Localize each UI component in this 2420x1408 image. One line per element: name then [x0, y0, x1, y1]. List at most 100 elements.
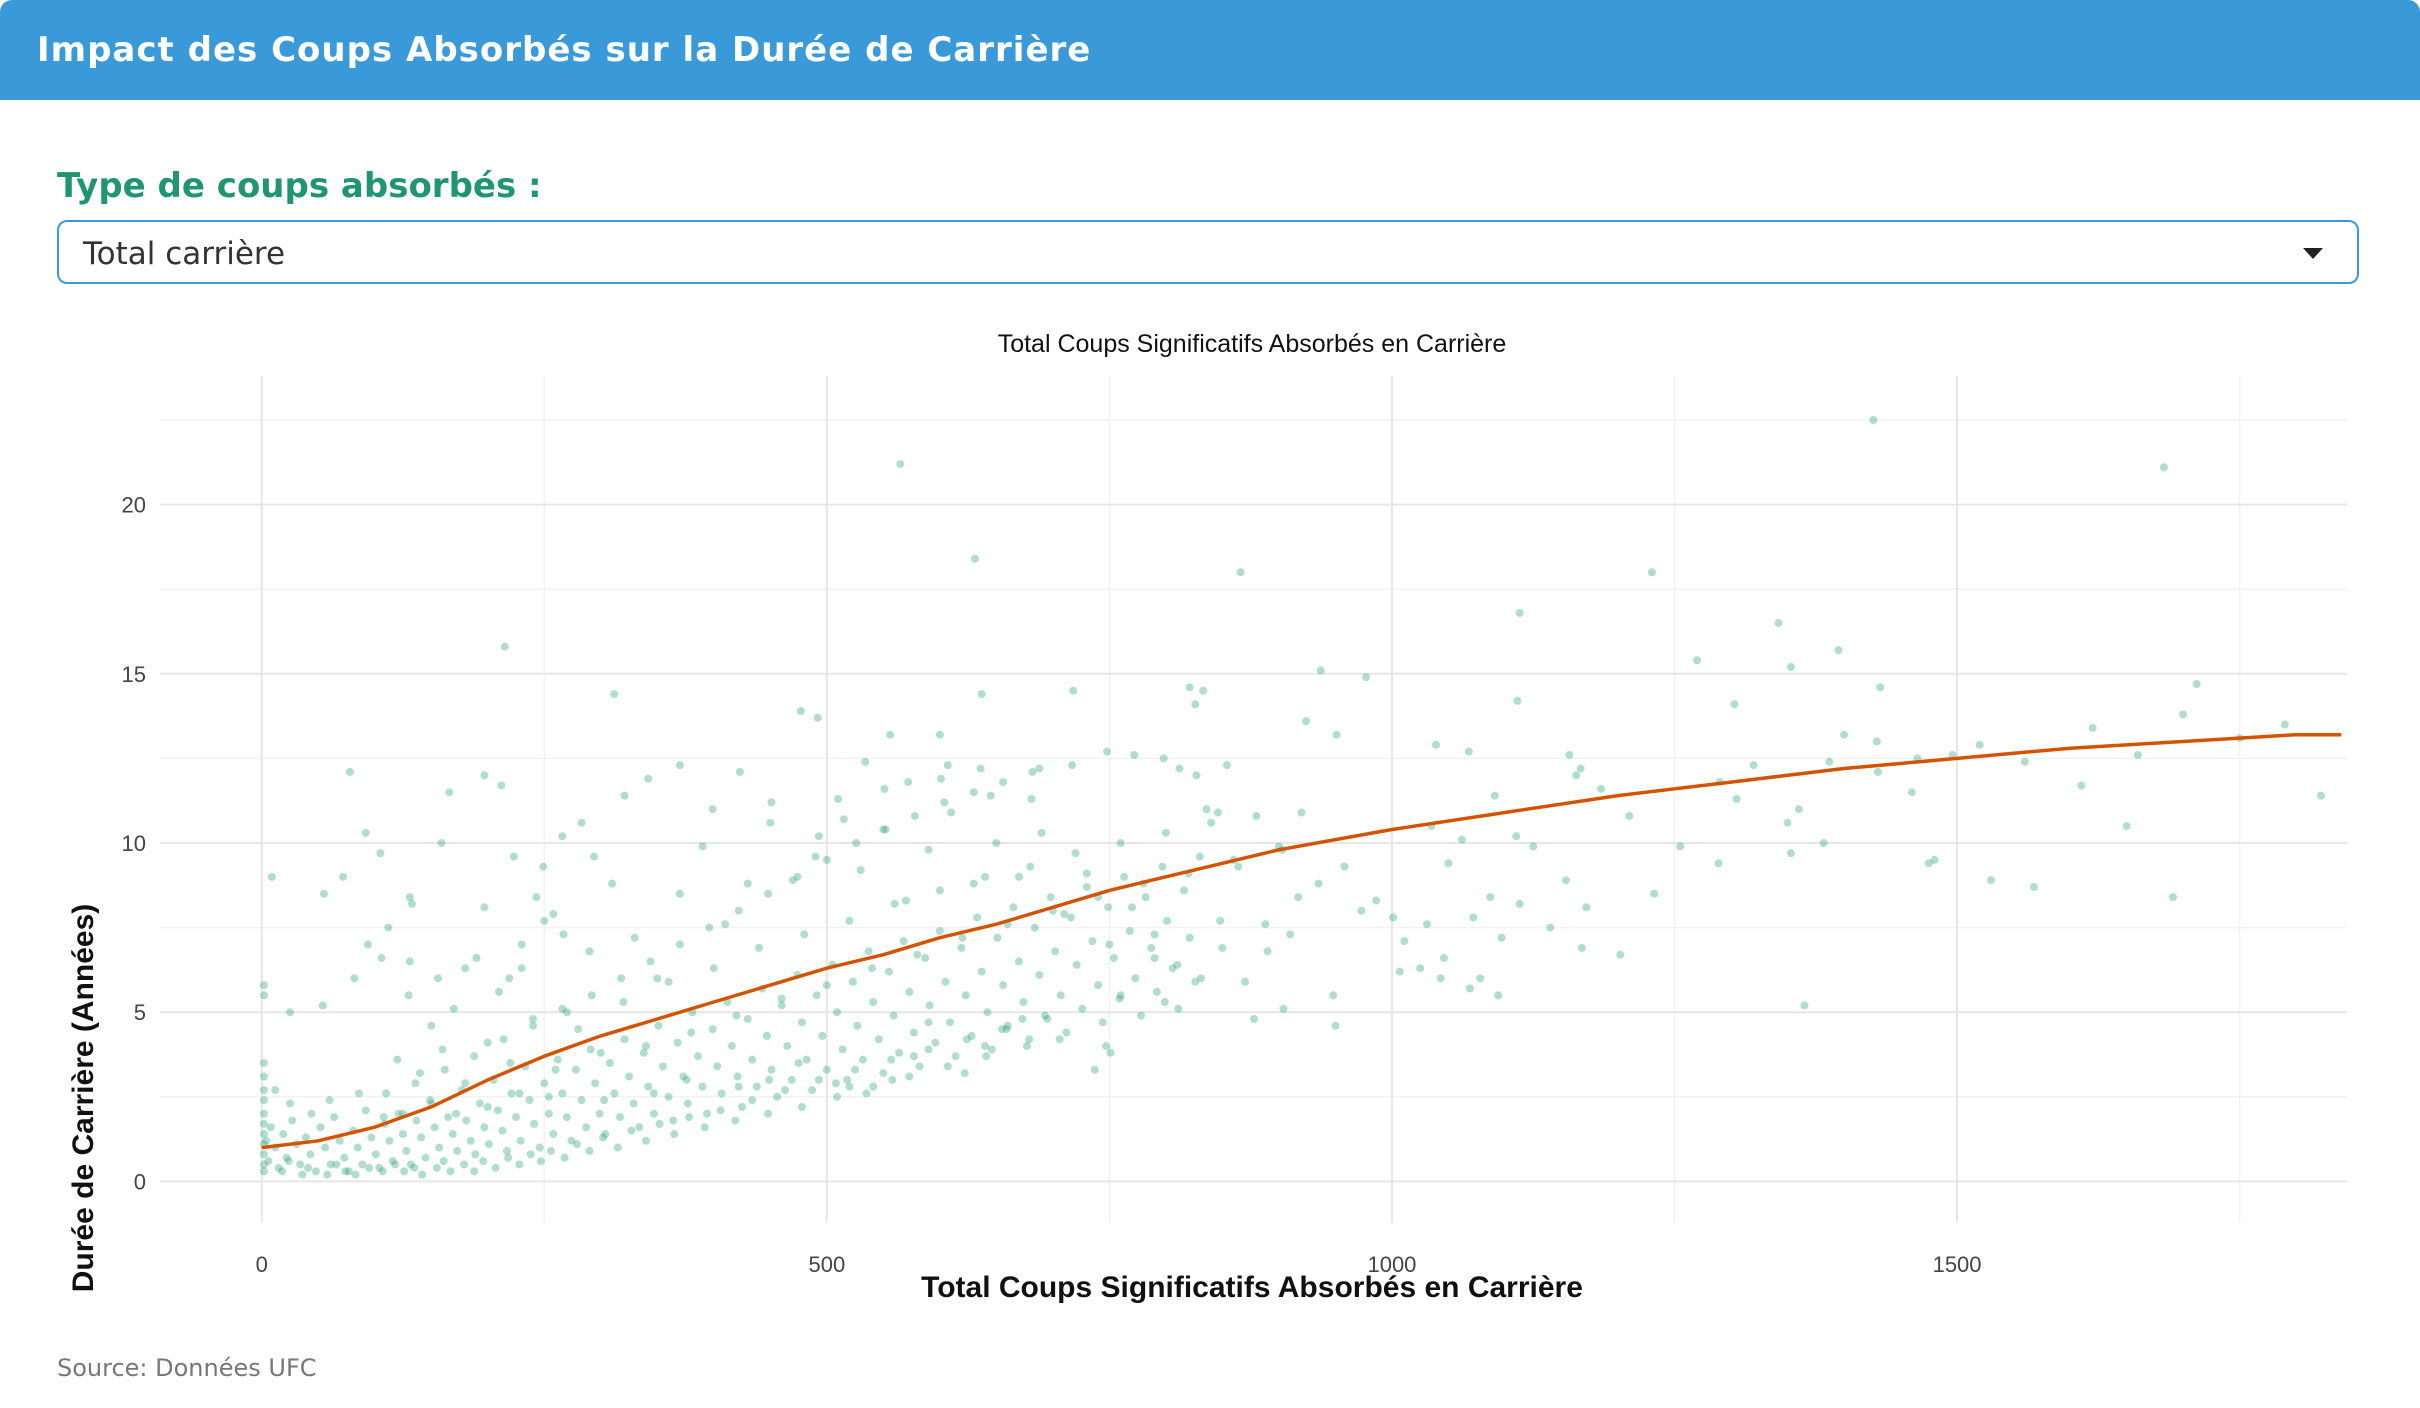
data-point: [1116, 991, 1125, 1000]
data-point: [910, 811, 919, 820]
data-point: [480, 771, 489, 780]
data-point: [432, 1163, 441, 1172]
data-point: [361, 828, 370, 837]
data-point: [655, 1119, 664, 1128]
data-point: [421, 1153, 430, 1162]
data-point: [483, 1102, 492, 1111]
data-point: [586, 1045, 595, 1054]
data-point: [1179, 886, 1188, 895]
data-point: [306, 1150, 315, 1159]
data-point: [721, 920, 730, 929]
strike-type-select[interactable]: Total carrière: [57, 220, 2359, 284]
data-point: [814, 1075, 823, 1084]
data-point: [731, 1116, 740, 1125]
data-point: [1647, 568, 1656, 577]
data-point: [573, 1140, 582, 1149]
data-point: [1234, 862, 1243, 871]
data-point: [2029, 882, 2038, 891]
data-point: [797, 1018, 806, 1027]
data-point: [856, 866, 865, 875]
data-point: [700, 1123, 709, 1132]
data-point: [852, 838, 861, 847]
data-point: [435, 1143, 444, 1152]
data-point: [998, 1025, 1007, 1034]
data-point: [1055, 1035, 1064, 1044]
data-point: [1907, 788, 1916, 797]
data-point: [1040, 1011, 1049, 1020]
data-point: [382, 1089, 391, 1098]
data-point: [958, 933, 967, 942]
data-point: [616, 1113, 625, 1122]
data-point: [1027, 795, 1036, 803]
data-point: [1094, 981, 1103, 990]
data-point: [629, 1099, 638, 1108]
data-point: [1141, 893, 1150, 902]
data-point: [1150, 930, 1159, 939]
data-point: [259, 1130, 268, 1139]
data-point: [1195, 852, 1204, 861]
data-point: [500, 642, 509, 651]
data-point: [284, 1157, 293, 1166]
data-point: [992, 838, 1001, 847]
data-point: [415, 1069, 424, 1078]
data-point: [1103, 747, 1112, 756]
data-point: [610, 690, 619, 699]
data-point: [1650, 889, 1659, 898]
data-point: [259, 1150, 268, 1159]
data-point: [1175, 764, 1184, 773]
data-point: [1018, 1014, 1027, 1023]
data-point: [259, 1167, 268, 1176]
data-point: [1035, 970, 1044, 979]
data-point: [591, 1079, 600, 1088]
data-point: [708, 805, 717, 814]
data-point: [777, 1001, 786, 1010]
data-point: [1800, 1001, 1809, 1010]
data-point: [1372, 896, 1381, 905]
data-point: [654, 1021, 663, 1030]
data-point: [981, 1042, 990, 1051]
data-point: [608, 879, 617, 888]
data-point: [515, 1089, 524, 1098]
data-point: [941, 977, 950, 986]
data-point: [679, 1072, 688, 1081]
data-point: [708, 1025, 717, 1034]
data-point: [901, 896, 910, 905]
data-point: [868, 964, 877, 973]
data-point: [558, 1089, 567, 1098]
data-point: [755, 943, 764, 952]
data-point: [504, 1153, 513, 1162]
data-point: [449, 1004, 458, 1013]
data-point: [259, 991, 268, 1000]
data-point: [2088, 723, 2097, 732]
data-point: [1160, 998, 1169, 1007]
data-point: [935, 886, 944, 895]
data-point: [787, 1075, 796, 1084]
data-point: [267, 872, 276, 881]
data-point: [766, 818, 775, 827]
data-point: [1174, 1004, 1183, 1013]
data-point: [1576, 764, 1585, 773]
data-point: [394, 1109, 403, 1118]
data-point: [630, 933, 639, 942]
data-point: [748, 1096, 757, 1105]
data-point: [717, 1089, 726, 1098]
data-point: [859, 1055, 868, 1064]
data-point: [1436, 974, 1445, 983]
data-point: [1340, 862, 1349, 871]
data-point: [762, 1031, 771, 1040]
data-point: [1361, 673, 1370, 682]
data-point: [440, 1065, 449, 1074]
chevron-down-icon[interactable]: [2303, 248, 2323, 259]
data-point: [2168, 893, 2177, 902]
data-point: [460, 1160, 469, 1169]
data-point: [1098, 1018, 1107, 1027]
data-point: [1422, 920, 1431, 929]
data-point: [351, 1170, 360, 1179]
data-point: [973, 913, 982, 922]
data-point: [913, 950, 922, 959]
data-point: [1513, 696, 1522, 705]
data-point: [814, 832, 823, 841]
data-point: [684, 1113, 693, 1122]
data-point: [1109, 954, 1118, 963]
data-point: [353, 1143, 362, 1152]
